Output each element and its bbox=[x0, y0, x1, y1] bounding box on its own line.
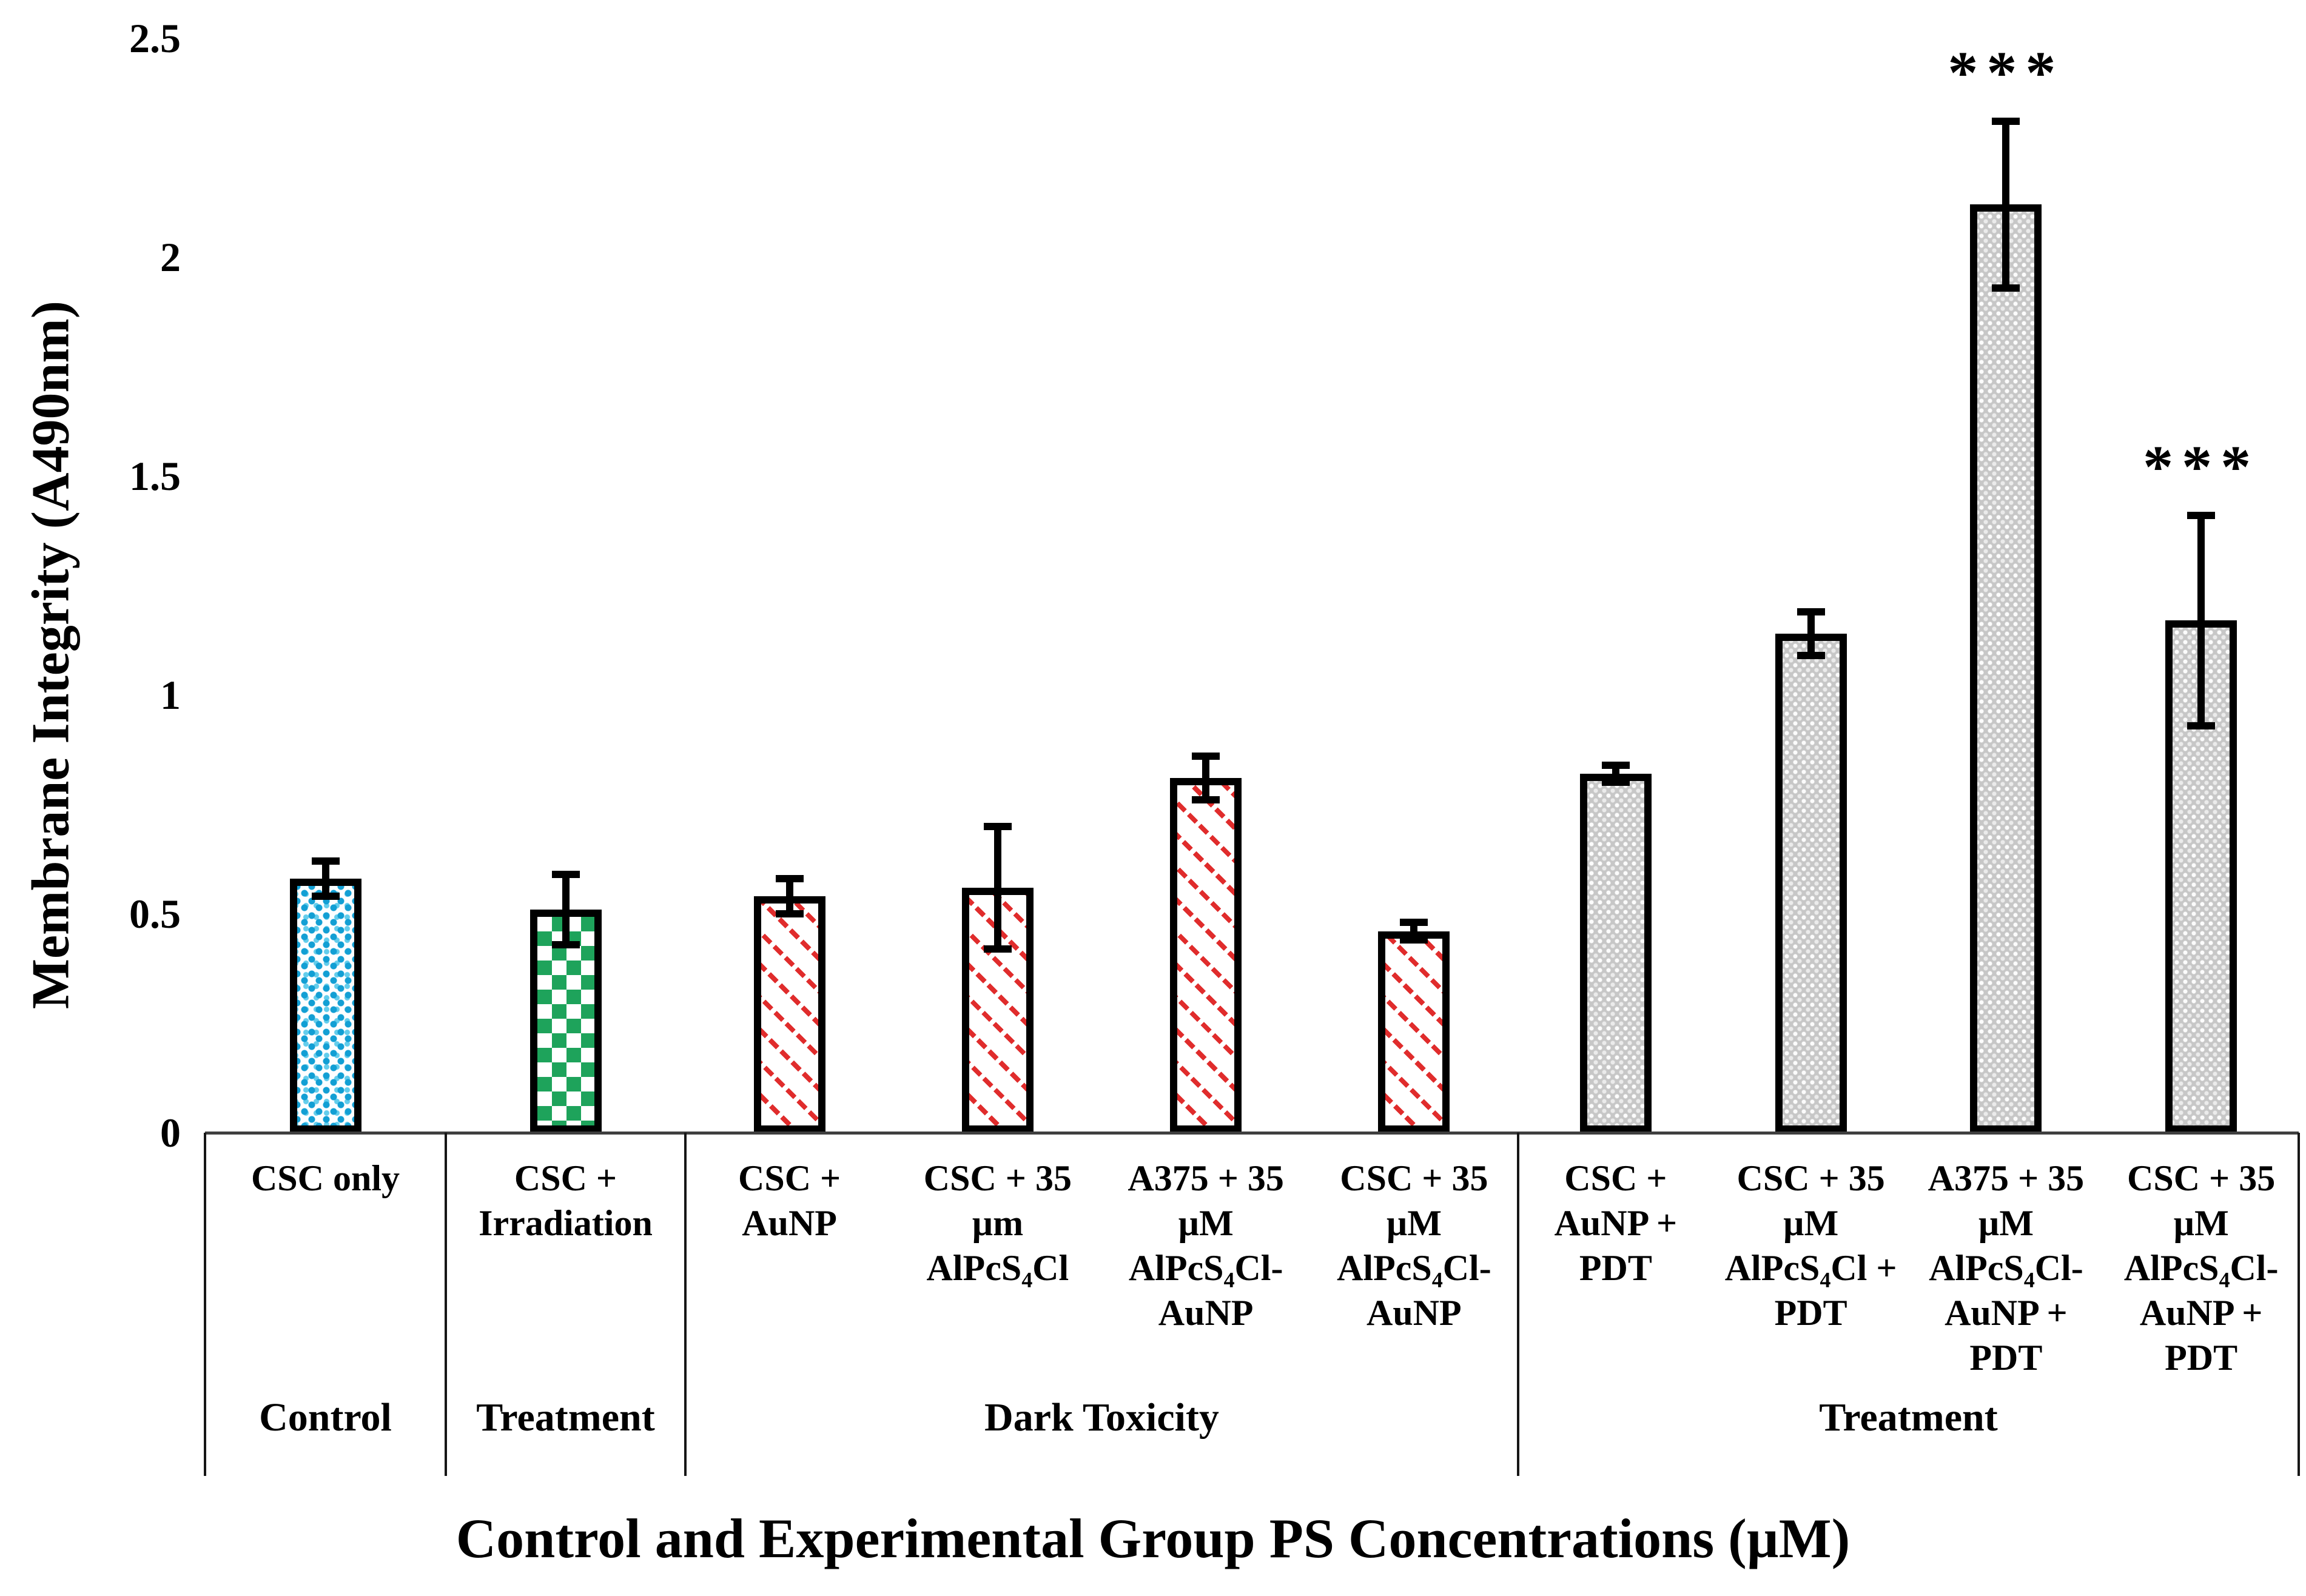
error-cap-top bbox=[551, 871, 580, 879]
group-divider bbox=[1517, 1133, 1519, 1476]
error-cap-bottom bbox=[1192, 796, 1220, 804]
bar bbox=[1579, 773, 1652, 1133]
category-label: A375 + 35 µM AlPcS₄Cl- AuNP bbox=[1128, 1158, 1284, 1333]
error-cap-bottom bbox=[2187, 722, 2216, 729]
significance-stars: *** bbox=[1948, 39, 2065, 107]
error-bar bbox=[562, 874, 570, 945]
bar bbox=[1170, 778, 1242, 1133]
error-cap-bottom bbox=[1400, 936, 1428, 944]
error-cap-bottom bbox=[1797, 652, 1825, 660]
error-cap-top bbox=[775, 875, 804, 883]
group-label: Dark Toxicity bbox=[984, 1395, 1219, 1440]
ytick-label: 1.5 bbox=[129, 453, 181, 499]
ytick-label: 0 bbox=[160, 1110, 181, 1156]
error-cap-bottom bbox=[1601, 779, 1630, 786]
category-label: CSC + Irradiation bbox=[479, 1158, 653, 1243]
x-axis-title: Control and Experimental Group PS Concen… bbox=[455, 1507, 1851, 1569]
bar bbox=[1970, 204, 2042, 1133]
error-cap-bottom bbox=[551, 941, 580, 948]
error-cap-top bbox=[1797, 608, 1825, 615]
error-cap-bottom bbox=[983, 945, 1012, 953]
error-cap-bottom bbox=[775, 910, 804, 917]
ytick-label: 2 bbox=[160, 234, 181, 280]
ytick-label: 1 bbox=[160, 672, 181, 718]
ytick-label: 0.5 bbox=[129, 891, 181, 937]
error-bar bbox=[1612, 765, 1619, 783]
bar bbox=[753, 896, 825, 1133]
error-bar bbox=[321, 861, 329, 897]
group-label: Control bbox=[259, 1395, 392, 1440]
category-label: A375 + 35 µM AlPcS₄Cl- AuNP + PDT bbox=[1928, 1158, 2085, 1378]
group-divider bbox=[684, 1133, 687, 1476]
error-bar bbox=[2002, 121, 2010, 288]
error-cap-top bbox=[983, 822, 1012, 830]
error-bar bbox=[2197, 515, 2205, 726]
category-label: CSC + AuNP + PDT bbox=[1554, 1158, 1678, 1288]
group-divider bbox=[445, 1133, 447, 1476]
ytick-label: 2.5 bbox=[129, 15, 181, 61]
error-cap-top bbox=[1192, 753, 1220, 760]
x-axis-baseline bbox=[205, 1132, 2299, 1135]
bar bbox=[1775, 633, 1847, 1133]
error-bar bbox=[1807, 611, 1815, 656]
error-cap-top bbox=[311, 857, 340, 865]
category-label: CSC + 35 µm AlPcS₄Cl bbox=[923, 1158, 1072, 1288]
error-bar bbox=[785, 879, 793, 914]
category-label: CSC only bbox=[250, 1158, 400, 1198]
group-label: Treatment bbox=[476, 1395, 655, 1440]
group-divider bbox=[204, 1133, 206, 1476]
category-label: CSC + 35 µM AlPcS₄Cl- AuNP + PDT bbox=[2123, 1158, 2279, 1378]
significance-stars: *** bbox=[2143, 432, 2260, 500]
category-label: CSC + AuNP bbox=[738, 1158, 841, 1243]
error-cap-top bbox=[1601, 761, 1630, 769]
bar bbox=[289, 879, 361, 1133]
error-cap-top bbox=[1400, 919, 1428, 927]
error-cap-top bbox=[2187, 511, 2216, 519]
error-bar bbox=[1202, 756, 1210, 800]
error-bar bbox=[993, 826, 1001, 949]
error-cap-top bbox=[1992, 118, 2020, 126]
group-divider bbox=[2298, 1133, 2300, 1476]
error-cap-bottom bbox=[311, 893, 340, 900]
group-label: Treatment bbox=[1819, 1395, 1998, 1440]
category-label: CSC + 35 µM AlPcS₄Cl + PDT bbox=[1724, 1158, 1897, 1333]
error-cap-bottom bbox=[1992, 284, 2020, 292]
bar bbox=[1378, 931, 1450, 1133]
category-label: CSC + 35 µM AlPcS₄Cl- AuNP bbox=[1337, 1158, 1491, 1333]
error-bar bbox=[1410, 922, 1418, 941]
